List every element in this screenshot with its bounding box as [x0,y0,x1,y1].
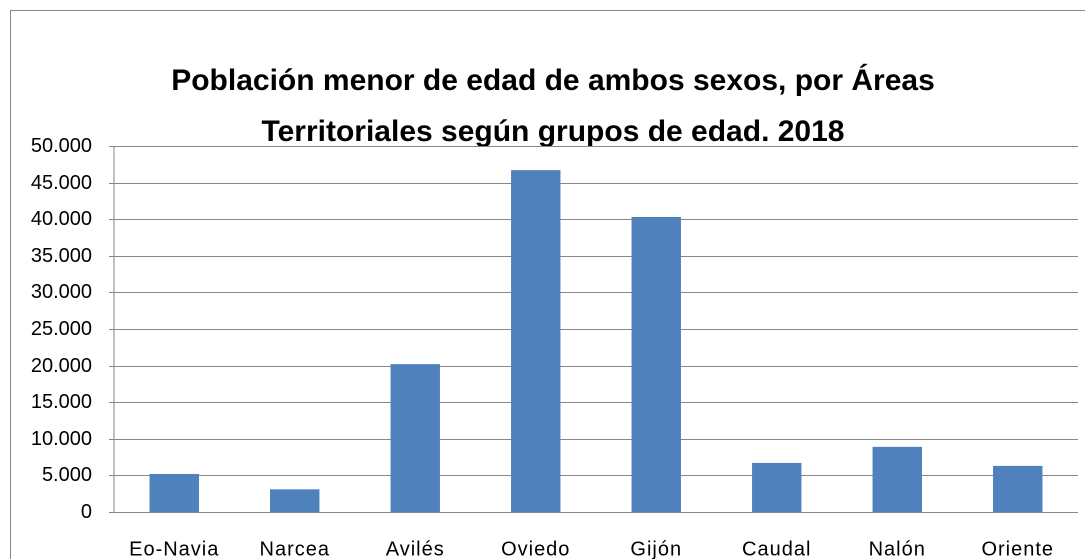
chart-title: Territoriales según grupos de edad. 2018 [262,115,845,148]
x-tick-label: Eo-Navia [129,538,219,559]
y-tick-label: 10.000 [31,428,92,450]
y-tick-label: 15.000 [31,391,92,413]
bar [390,364,440,512]
bar [149,473,199,512]
y-tick-label: 25.000 [31,318,92,340]
bar [872,446,922,512]
bar [270,489,320,512]
bar [993,465,1043,512]
y-tick-label: 0 [81,501,92,523]
x-tick-label: Narcea [260,538,330,559]
x-tick-label: Gijón [630,538,682,559]
y-tick-label: 40.000 [31,208,92,230]
chart-title: Población menor de edad de ambos sexos, … [171,63,935,97]
x-tick-label: Nalón [869,538,926,559]
y-tick-label: 50.000 [31,135,92,157]
x-tick-label: Oviedo [501,538,570,559]
bar [511,170,561,512]
y-tick-label: 35.000 [31,245,92,267]
bar [631,217,681,512]
y-tick-label: 30.000 [31,281,92,303]
chart-frame [10,10,1085,559]
bar [752,462,802,512]
y-tick-label: 45.000 [31,172,92,194]
y-tick-label: 20.000 [31,355,92,377]
x-tick-label: Avilés [386,538,445,559]
x-tick-label: Oriente [981,538,1054,559]
y-tick-label: 5.000 [42,464,92,486]
x-tick-label: Caudal [742,538,811,559]
